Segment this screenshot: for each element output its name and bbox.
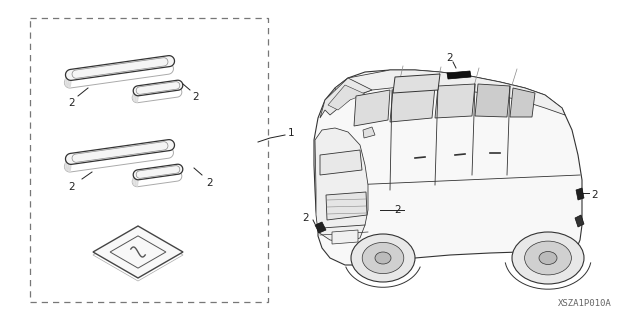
Ellipse shape	[512, 232, 584, 284]
Polygon shape	[575, 215, 584, 227]
Polygon shape	[134, 86, 138, 93]
Polygon shape	[67, 153, 70, 162]
Polygon shape	[65, 76, 67, 85]
Polygon shape	[475, 84, 510, 117]
Polygon shape	[136, 180, 139, 187]
Text: 2: 2	[68, 98, 76, 108]
Polygon shape	[134, 95, 137, 102]
Polygon shape	[320, 150, 362, 175]
Polygon shape	[65, 71, 67, 81]
Polygon shape	[67, 79, 70, 88]
Polygon shape	[132, 88, 134, 96]
Polygon shape	[133, 177, 135, 186]
Polygon shape	[320, 78, 372, 118]
Polygon shape	[576, 188, 584, 200]
Ellipse shape	[539, 251, 557, 264]
Polygon shape	[67, 70, 70, 78]
Polygon shape	[65, 73, 66, 83]
Polygon shape	[65, 140, 175, 164]
Polygon shape	[133, 164, 183, 180]
Polygon shape	[65, 78, 68, 87]
Polygon shape	[447, 71, 471, 79]
Polygon shape	[335, 70, 565, 115]
Text: 2: 2	[193, 92, 199, 102]
Polygon shape	[133, 80, 183, 96]
Polygon shape	[328, 85, 365, 110]
Polygon shape	[314, 70, 582, 272]
Polygon shape	[136, 96, 139, 103]
Text: 2: 2	[592, 190, 598, 200]
Polygon shape	[93, 226, 183, 278]
Polygon shape	[315, 128, 368, 242]
Polygon shape	[435, 84, 475, 118]
Text: 2: 2	[68, 182, 76, 192]
Polygon shape	[132, 172, 134, 181]
Polygon shape	[65, 154, 68, 163]
Polygon shape	[390, 86, 435, 122]
Polygon shape	[68, 80, 72, 88]
Polygon shape	[133, 86, 136, 95]
Text: 2: 2	[303, 213, 309, 223]
Polygon shape	[134, 179, 137, 187]
Polygon shape	[326, 192, 367, 220]
Polygon shape	[132, 174, 133, 182]
Polygon shape	[65, 162, 68, 171]
Polygon shape	[363, 127, 375, 138]
Polygon shape	[133, 93, 135, 102]
Ellipse shape	[525, 241, 572, 275]
Polygon shape	[133, 170, 136, 179]
Polygon shape	[65, 160, 67, 169]
Polygon shape	[65, 56, 175, 80]
Ellipse shape	[351, 234, 415, 282]
Polygon shape	[393, 74, 440, 93]
Text: XSZA1P010A: XSZA1P010A	[558, 299, 612, 308]
Polygon shape	[510, 88, 535, 117]
Text: 2: 2	[395, 205, 401, 215]
Text: 2: 2	[447, 53, 453, 63]
Polygon shape	[132, 175, 134, 184]
Polygon shape	[65, 70, 68, 79]
Polygon shape	[132, 92, 134, 100]
Polygon shape	[68, 164, 72, 172]
Polygon shape	[354, 90, 390, 126]
Ellipse shape	[375, 252, 391, 264]
Ellipse shape	[362, 242, 404, 274]
Polygon shape	[134, 170, 138, 177]
Polygon shape	[332, 230, 358, 244]
Polygon shape	[132, 90, 133, 98]
Text: 1: 1	[288, 128, 294, 138]
Polygon shape	[65, 156, 67, 165]
Text: 2: 2	[207, 178, 213, 188]
Polygon shape	[65, 158, 66, 167]
Polygon shape	[67, 163, 70, 172]
Polygon shape	[315, 222, 326, 233]
